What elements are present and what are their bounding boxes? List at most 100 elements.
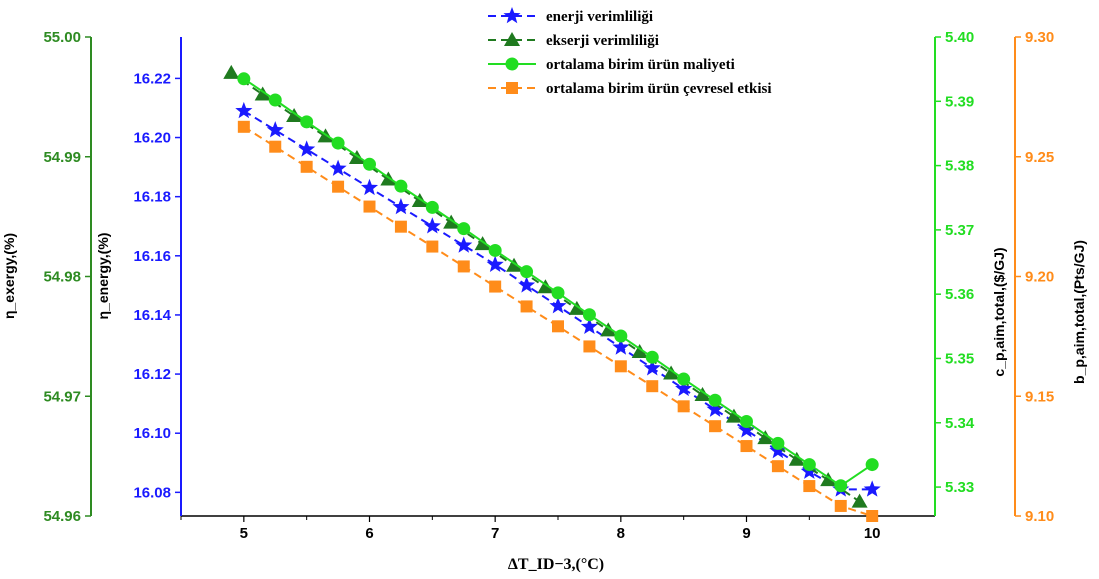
series-2	[237, 72, 879, 493]
cost-tick-label: 5.40	[945, 29, 974, 46]
data-point	[237, 120, 250, 133]
data-point	[269, 140, 282, 153]
series-layer	[223, 64, 881, 522]
data-point	[851, 493, 868, 508]
data-point	[237, 72, 251, 86]
data-point	[677, 400, 690, 413]
exergy-tick-label: 55.00	[43, 29, 81, 46]
energy-tick-label: 16.08	[133, 484, 171, 501]
env-tick-label: 9.20	[1025, 269, 1054, 286]
cost-tick-label: 5.35	[945, 350, 974, 367]
x-axis-label: ΔT_ID−3,(°C)	[508, 556, 604, 573]
cost-tick-label: 5.36	[945, 286, 974, 303]
legend-label: ekserji verimliliği	[546, 33, 659, 49]
data-point	[286, 108, 303, 123]
x-tick-label: 5	[240, 525, 248, 542]
data-point	[457, 222, 471, 236]
data-point	[677, 372, 691, 386]
exergy-tick-label: 54.99	[43, 149, 81, 166]
data-point	[706, 400, 724, 417]
data-point	[520, 265, 534, 279]
data-point	[488, 243, 502, 257]
data-point	[582, 308, 596, 322]
data-point	[329, 159, 347, 176]
cost-tick-label: 5.34	[945, 415, 975, 432]
data-point	[802, 458, 816, 472]
data-point	[506, 257, 523, 272]
data-point	[443, 214, 460, 229]
legend-marker	[504, 32, 520, 46]
cost-tick-label: 5.37	[945, 222, 974, 239]
env-tick-label: 9.25	[1025, 149, 1054, 166]
legend-marker	[503, 7, 521, 24]
data-point	[614, 329, 628, 343]
x-tick-label: 8	[617, 525, 625, 542]
data-point	[769, 441, 787, 459]
data-point	[740, 414, 753, 428]
data-point	[725, 408, 742, 423]
cost-tick-label: 5.33	[945, 479, 974, 496]
data-point	[426, 240, 439, 253]
legend-item: ortalama birim ürün çevresel etkisi	[488, 81, 772, 97]
legend-label: enerji verimliliği	[546, 9, 653, 25]
data-point	[298, 140, 316, 157]
data-point	[580, 317, 598, 335]
data-point	[866, 510, 879, 522]
data-point	[455, 236, 473, 253]
cost-tick-label: 5.39	[945, 93, 974, 110]
data-point	[549, 297, 567, 314]
data-point	[568, 300, 585, 315]
data-point	[332, 180, 345, 193]
env-tick-label: 9.30	[1025, 29, 1054, 46]
data-point	[360, 178, 379, 196]
data-point	[425, 200, 439, 214]
data-point	[612, 338, 630, 355]
data-point	[518, 276, 536, 293]
data-point	[675, 379, 693, 397]
data-point	[645, 350, 659, 364]
exergy-tick-label: 54.96	[43, 508, 81, 525]
data-point	[223, 64, 240, 79]
exergy-axis-title: η_exergy,(%)	[1, 233, 17, 319]
series-3	[237, 120, 879, 522]
data-point	[643, 359, 661, 376]
env-axis-title: b_p,aim,total,(Pts/GJ)	[1071, 240, 1087, 384]
data-point	[646, 380, 659, 393]
exergy-tick-label: 54.97	[43, 388, 81, 405]
x-tick-label: 9	[742, 525, 750, 542]
energy-tick-label: 16.22	[133, 70, 171, 87]
data-point	[489, 280, 502, 293]
data-point	[740, 440, 753, 453]
data-point	[423, 217, 441, 234]
data-point	[834, 499, 847, 512]
data-point	[300, 160, 313, 173]
exergy-tick-label: 54.98	[43, 269, 81, 286]
x-tick-label: 10	[864, 525, 881, 542]
env-tick-label: 9.10	[1025, 508, 1054, 525]
data-point	[254, 86, 271, 101]
data-point	[737, 421, 756, 438]
energy-axis-title: η_energy,(%)	[95, 233, 111, 320]
data-point	[268, 93, 282, 107]
data-point	[235, 101, 253, 119]
data-point	[583, 340, 596, 353]
data-point	[834, 479, 848, 493]
legend-label: ortalama birim ürün çevresel etkisi	[546, 81, 772, 97]
data-point	[457, 260, 470, 273]
data-point	[694, 387, 711, 402]
x-tick-label: 6	[365, 525, 373, 542]
data-point	[757, 430, 774, 445]
data-point	[537, 279, 554, 294]
data-point	[709, 420, 722, 433]
data-point	[663, 365, 680, 380]
legend-item: ortalama birim ürün maliyeti	[488, 57, 735, 73]
energy-tick-label: 16.12	[133, 366, 171, 383]
cost-tick-label: 5.38	[945, 158, 974, 175]
data-point	[392, 198, 410, 215]
data-point	[600, 322, 617, 337]
data-point	[300, 115, 314, 129]
data-point	[363, 157, 376, 171]
data-point	[631, 343, 648, 358]
x-tick-label: 7	[491, 525, 499, 542]
